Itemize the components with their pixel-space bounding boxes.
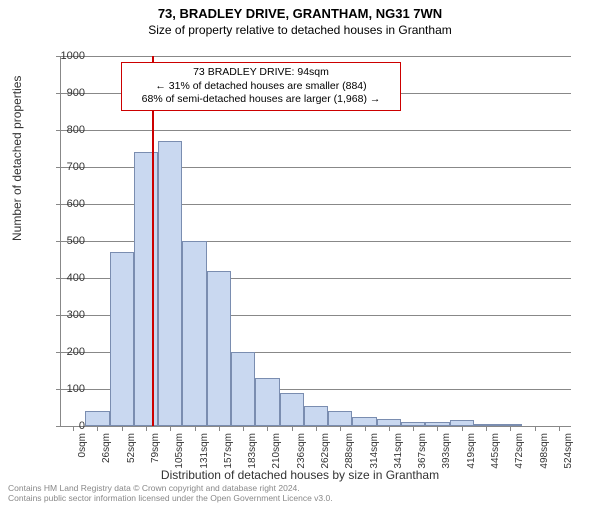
- x-tick-mark: [365, 426, 366, 431]
- x-tick-label: 288sqm: [344, 433, 355, 469]
- histogram-bar: [280, 393, 304, 426]
- y-tick-label: 500: [45, 235, 85, 247]
- y-tick-label: 800: [45, 124, 85, 136]
- y-tick-label: 1000: [45, 50, 85, 62]
- gridline: [61, 130, 571, 131]
- x-tick-label: 367sqm: [417, 433, 428, 469]
- x-tick-mark: [486, 426, 487, 431]
- histogram-bar: [85, 411, 109, 426]
- x-tick-label: 26sqm: [101, 433, 112, 463]
- y-tick-label: 200: [45, 346, 85, 358]
- y-tick-label: 700: [45, 161, 85, 173]
- x-axis-label: Distribution of detached houses by size …: [0, 468, 600, 482]
- y-tick-label: 100: [45, 383, 85, 395]
- x-tick-label: 183sqm: [247, 433, 258, 469]
- x-tick-label: 131sqm: [199, 433, 210, 469]
- annotation-line: 68% of semi-detached houses are larger (…: [128, 93, 394, 107]
- histogram-bar: [377, 419, 401, 426]
- x-tick-mark: [462, 426, 463, 431]
- y-tick-label: 900: [45, 87, 85, 99]
- x-tick-mark: [413, 426, 414, 431]
- x-tick-mark: [97, 426, 98, 431]
- histogram-bar: [231, 352, 255, 426]
- x-tick-mark: [267, 426, 268, 431]
- x-tick-label: 210sqm: [271, 433, 282, 469]
- x-tick-label: 314sqm: [369, 433, 380, 469]
- annotation-line: ← 31% of detached houses are smaller (88…: [128, 80, 394, 94]
- footer-line-2: Contains public sector information licen…: [8, 494, 333, 504]
- x-tick-mark: [389, 426, 390, 431]
- x-tick-mark: [559, 426, 560, 431]
- histogram-bar: [158, 141, 182, 426]
- annotation-box: 73 BRADLEY DRIVE: 94sqm← 31% of detached…: [121, 62, 401, 111]
- page-subtitle: Size of property relative to detached ho…: [0, 23, 600, 37]
- histogram-bar: [328, 411, 352, 426]
- histogram-bar: [352, 417, 376, 426]
- x-tick-mark: [243, 426, 244, 431]
- x-tick-label: 472sqm: [514, 433, 525, 469]
- x-tick-label: 52sqm: [126, 433, 137, 463]
- x-tick-label: 0sqm: [77, 433, 88, 457]
- histogram-bar: [255, 378, 279, 426]
- x-tick-label: 262sqm: [320, 433, 331, 469]
- x-tick-label: 157sqm: [223, 433, 234, 469]
- x-tick-label: 498sqm: [539, 433, 550, 469]
- x-tick-label: 445sqm: [490, 433, 501, 469]
- histogram-bar: [110, 252, 134, 426]
- x-tick-label: 393sqm: [441, 433, 452, 469]
- x-tick-mark: [292, 426, 293, 431]
- histogram-bar: [207, 271, 231, 426]
- x-tick-mark: [219, 426, 220, 431]
- y-tick-label: 400: [45, 272, 85, 284]
- x-tick-mark: [340, 426, 341, 431]
- x-tick-mark: [170, 426, 171, 431]
- x-tick-mark: [437, 426, 438, 431]
- x-tick-label: 105sqm: [174, 433, 185, 469]
- x-tick-mark: [122, 426, 123, 431]
- y-tick-label: 0: [45, 420, 85, 432]
- y-tick-label: 300: [45, 309, 85, 321]
- x-tick-label: 419sqm: [466, 433, 477, 469]
- x-tick-mark: [195, 426, 196, 431]
- x-tick-label: 524sqm: [563, 433, 574, 469]
- x-tick-mark: [510, 426, 511, 431]
- histogram-chart: 0sqm26sqm52sqm79sqm105sqm131sqm157sqm183…: [60, 56, 571, 427]
- x-tick-label: 236sqm: [296, 433, 307, 469]
- footer-attribution: Contains HM Land Registry data © Crown c…: [8, 484, 333, 504]
- reference-line: [152, 56, 154, 426]
- annotation-line: 73 BRADLEY DRIVE: 94sqm: [128, 66, 394, 80]
- histogram-bar: [182, 241, 206, 426]
- x-tick-label: 341sqm: [393, 433, 404, 469]
- x-tick-label: 79sqm: [150, 433, 161, 463]
- x-tick-mark: [146, 426, 147, 431]
- x-tick-mark: [535, 426, 536, 431]
- gridline: [61, 56, 571, 57]
- x-tick-mark: [316, 426, 317, 431]
- histogram-bar: [304, 406, 328, 426]
- y-tick-label: 600: [45, 198, 85, 210]
- y-axis-label: Number of detached properties: [10, 76, 24, 241]
- page-title: 73, BRADLEY DRIVE, GRANTHAM, NG31 7WN: [0, 6, 600, 21]
